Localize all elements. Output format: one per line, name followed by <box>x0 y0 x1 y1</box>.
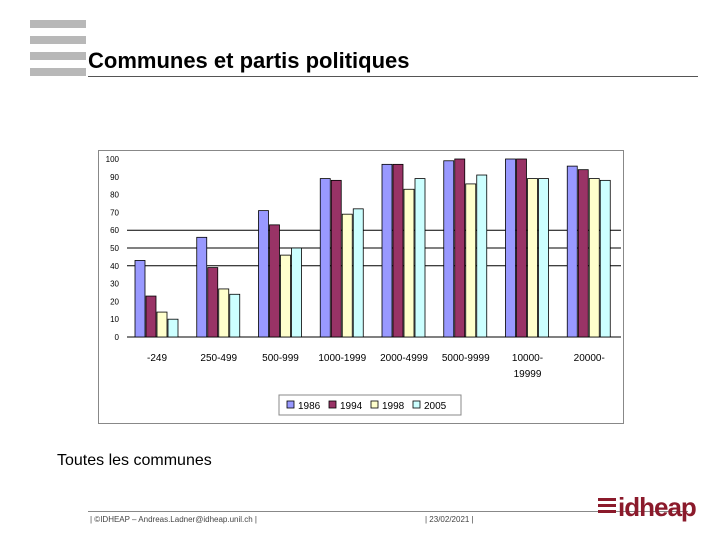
bar <box>516 158 527 338</box>
logo-bars <box>30 20 86 84</box>
bar <box>156 311 168 338</box>
bar <box>229 293 241 338</box>
bar <box>196 236 208 338</box>
title-divider <box>88 76 698 77</box>
y-tick-label: 20 <box>110 297 119 306</box>
bar <box>269 224 280 338</box>
bar <box>218 288 230 338</box>
bar <box>291 247 302 338</box>
chart-container: 0102030405060708090100in %-249250-499500… <box>98 150 624 424</box>
footer-divider <box>88 511 688 512</box>
bar <box>403 188 415 338</box>
x-tick-label: 2000-4999 <box>380 353 428 364</box>
y-tick-label: 50 <box>110 244 119 253</box>
bar <box>443 160 455 338</box>
y-tick-label: 80 <box>110 191 119 200</box>
y-tick-label: 60 <box>110 226 119 235</box>
legend-label: 1994 <box>340 401 363 412</box>
bar <box>392 163 404 338</box>
bar <box>145 295 157 338</box>
x-tick-label: 20000- <box>574 353 605 364</box>
legend-label: 1998 <box>382 401 405 412</box>
legend-label: 1986 <box>298 401 321 412</box>
footer-credit: | ©IDHEAP – Andreas.Ladner@idheap.unil.c… <box>90 515 258 524</box>
x-tick-label: 19999 <box>514 369 542 380</box>
slide-subtitle: Toutes les communes <box>57 452 212 469</box>
bar <box>207 267 219 338</box>
bar <box>454 158 466 338</box>
bar <box>538 178 549 338</box>
legend-swatch <box>370 400 379 409</box>
y-tick-label: 10 <box>110 315 119 324</box>
logo-bar <box>30 36 86 44</box>
bar <box>505 158 516 338</box>
y-tick-label: 70 <box>110 208 119 217</box>
bar <box>258 210 269 338</box>
y-tick-label: 0 <box>115 333 120 342</box>
x-tick-label: 10000- <box>512 353 543 364</box>
slide-title: Communes et partis politiques <box>88 48 410 73</box>
y-tick-label: 30 <box>110 280 119 289</box>
bar <box>352 208 364 338</box>
bar <box>414 178 426 338</box>
legend-swatch <box>286 400 295 409</box>
x-tick-label: 1000-1999 <box>318 353 366 364</box>
brand-logo: idheap <box>618 492 697 522</box>
bar <box>381 163 393 338</box>
bar <box>134 260 146 338</box>
legend-swatch <box>328 400 337 409</box>
legend-label: 2005 <box>424 401 447 412</box>
bar <box>280 254 291 338</box>
logo-bar <box>30 52 86 60</box>
bar <box>341 213 353 338</box>
bar <box>599 179 611 338</box>
legend-swatch <box>412 400 421 409</box>
bar <box>319 178 331 338</box>
x-tick-label: 500-999 <box>262 353 299 364</box>
bar-chart: 0102030405060708090100in %-249250-499500… <box>106 155 621 416</box>
y-tick-label: 100 <box>106 155 120 164</box>
logo-bar <box>30 68 86 76</box>
bar <box>465 183 477 338</box>
x-tick-label: 250-499 <box>200 353 237 364</box>
x-tick-label: 5000-9999 <box>442 353 490 364</box>
legend-box <box>278 394 462 416</box>
y-tick-label: 40 <box>110 262 119 271</box>
bar <box>588 178 600 338</box>
bar <box>577 169 589 338</box>
brand-lines-icon <box>598 498 616 516</box>
bar <box>527 178 538 338</box>
bar <box>476 174 488 338</box>
x-tick-label: -249 <box>147 353 167 364</box>
y-tick-label: 90 <box>110 173 119 182</box>
bar <box>566 165 578 338</box>
bar <box>330 179 342 338</box>
bar <box>167 318 179 338</box>
logo-bar <box>30 20 86 28</box>
footer-date: | 23/02/2021 | <box>425 515 474 524</box>
